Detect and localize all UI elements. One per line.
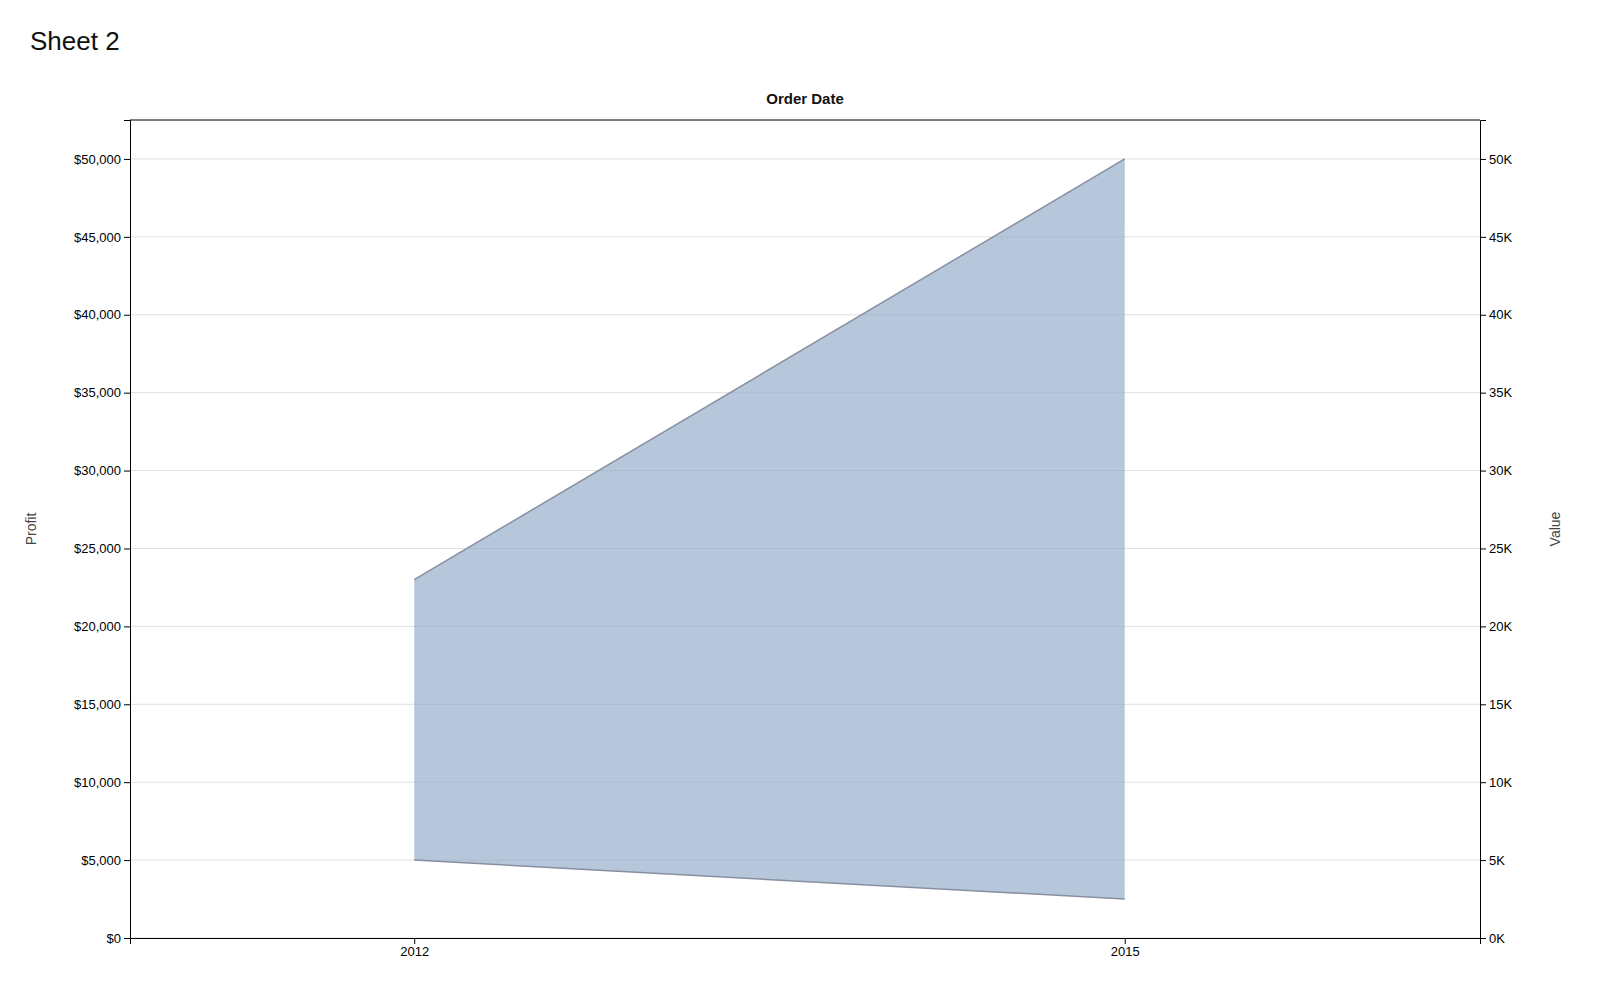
tick: 0K — [1480, 931, 1505, 946]
series-line — [414, 860, 1125, 899]
tick-mark — [1480, 548, 1486, 549]
tick-mark — [1480, 159, 1486, 160]
tick-mark — [1480, 626, 1486, 627]
tick: $15,000 — [74, 697, 130, 712]
tick: 2015 — [1111, 938, 1140, 959]
tick-label: 20K — [1489, 619, 1512, 634]
x-axis-title: Order Date — [766, 90, 844, 107]
tick-label: $5,000 — [81, 853, 121, 868]
tick: $10,000 — [74, 775, 130, 790]
series-line — [414, 159, 1125, 580]
tick-label: $35,000 — [74, 385, 121, 400]
tick: 25K — [1480, 541, 1512, 556]
tick-mark — [414, 938, 415, 944]
tick-label: 2012 — [400, 944, 429, 959]
tick-label: 15K — [1489, 697, 1512, 712]
axis-line — [124, 121, 131, 939]
y2-axis-title: Value — [1547, 511, 1563, 546]
tick: $20,000 — [74, 619, 130, 634]
tick-mark — [124, 704, 130, 705]
tick-mark — [124, 159, 130, 160]
tick-mark — [124, 938, 130, 939]
tick: 10K — [1480, 775, 1512, 790]
tick-mark — [124, 860, 130, 861]
tick-label: $10,000 — [74, 775, 121, 790]
axis: 0K 5K 10K 15K 20K 25K 30K 35K 40K 45K 50K — [1480, 121, 1512, 946]
tick-mark — [124, 782, 130, 783]
tick: 15K — [1480, 697, 1512, 712]
axis-line — [1481, 121, 1487, 939]
tick: $25,000 — [74, 541, 130, 556]
tick-label: 2015 — [1111, 944, 1140, 959]
tick-mark — [1480, 860, 1486, 861]
title: Sheet 2 — [30, 26, 120, 56]
tick: 45K — [1480, 230, 1512, 245]
tick-mark — [124, 393, 130, 394]
tick-label: 50K — [1489, 152, 1512, 167]
tick-label: $45,000 — [74, 230, 121, 245]
tick: $40,000 — [74, 307, 130, 322]
tick-label: 10K — [1489, 775, 1512, 790]
tick-mark — [1480, 315, 1486, 316]
axis: 2012 2015 — [131, 938, 1481, 959]
grid — [130, 159, 1480, 938]
tick-label: $25,000 — [74, 541, 121, 556]
tick-label: $0 — [107, 931, 121, 946]
tick-label: 5K — [1489, 853, 1505, 868]
tick: 35K — [1480, 385, 1512, 400]
tick-mark — [1480, 782, 1486, 783]
tick-label: 30K — [1489, 463, 1512, 478]
tick: $30,000 — [74, 463, 130, 478]
grid-line — [130, 314, 1480, 315]
tick: $0 — [107, 931, 130, 946]
tick-label: $40,000 — [74, 307, 121, 322]
tick-mark — [1480, 237, 1486, 238]
axis: $0 $5,000 $10,000 $15,000 $20,000 $25,000 $30,… — [74, 121, 131, 946]
plot-area — [414, 159, 1125, 899]
tick-mark — [1480, 938, 1486, 939]
tick-mark — [1480, 471, 1486, 472]
tick-label: $30,000 — [74, 463, 121, 478]
tick: $5,000 — [81, 853, 130, 868]
tick: $50,000 — [74, 152, 130, 167]
tick-label: 0K — [1489, 931, 1505, 946]
area-band — [414, 159, 1125, 899]
tick-label: $50,000 — [74, 152, 121, 167]
tick-label: 35K — [1489, 385, 1512, 400]
tick: 50K — [1480, 152, 1512, 167]
tick-label: 45K — [1489, 230, 1512, 245]
tick: $45,000 — [74, 230, 130, 245]
axis-line — [131, 939, 1481, 945]
tick-mark — [124, 471, 130, 472]
tick-mark — [1480, 704, 1486, 705]
chart: 2012 2015 $0 $5,000 $10,000 $15,000 $20,000 $25… — [0, 0, 1600, 1008]
tick: $35,000 — [74, 385, 130, 400]
tick-mark — [124, 548, 130, 549]
tick: 40K — [1480, 307, 1512, 322]
grid-line — [130, 158, 1480, 159]
tick-mark — [1125, 938, 1126, 944]
tick-label: 25K — [1489, 541, 1512, 556]
tick-label: $15,000 — [74, 697, 121, 712]
tick-mark — [124, 315, 130, 316]
tick-label: $20,000 — [74, 619, 121, 634]
tick: 30K — [1480, 463, 1512, 478]
tick-mark — [124, 626, 130, 627]
tick: 5K — [1480, 853, 1505, 868]
grid-line — [130, 236, 1480, 237]
tick-mark — [1480, 393, 1486, 394]
tick-label: 40K — [1489, 307, 1512, 322]
frame-line — [130, 120, 1480, 121]
tick-mark — [124, 237, 130, 238]
tick: 2012 — [400, 938, 429, 959]
y-axis-title: Profit — [23, 513, 39, 546]
tick: 20K — [1480, 619, 1512, 634]
